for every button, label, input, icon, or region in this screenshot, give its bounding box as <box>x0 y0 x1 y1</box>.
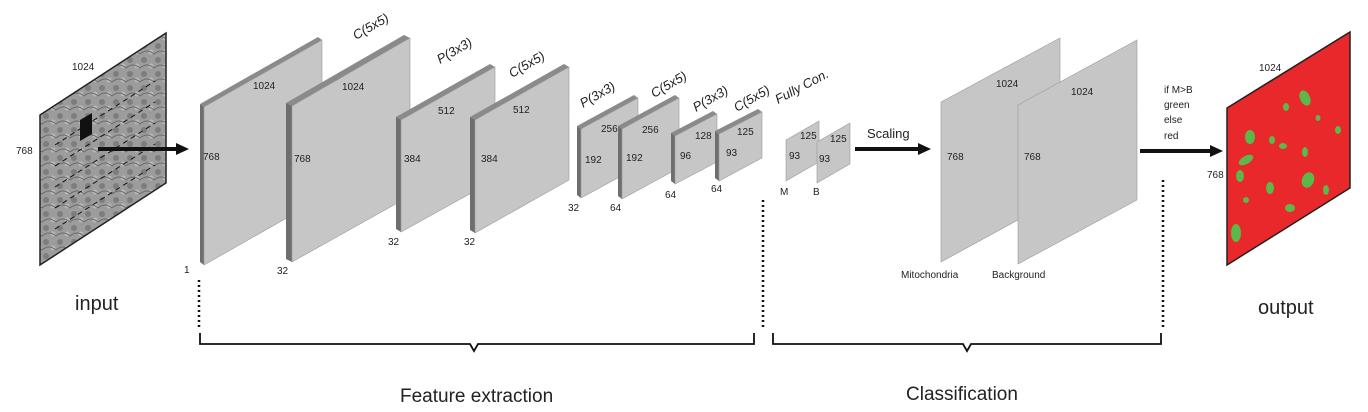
input-width-label: 1024 <box>72 62 95 73</box>
mitochondria-blobs <box>1231 90 1341 242</box>
output-label: output <box>1258 297 1314 319</box>
input-height-label: 768 <box>16 146 33 157</box>
fc-map-b <box>816 122 851 184</box>
layer-4-width: 512 <box>513 105 530 116</box>
layer-1-width: 1024 <box>253 81 276 92</box>
input-label: input <box>75 293 119 315</box>
feature-extraction-label: Feature extraction <box>400 386 553 407</box>
layer-8-width: 125 <box>737 127 754 138</box>
layer-7-depth: 64 <box>665 190 677 201</box>
layer-3-depth: 32 <box>388 237 400 248</box>
layer-5-depth: 32 <box>568 203 580 214</box>
layer-8-op: C(5x5) <box>731 82 772 114</box>
rule-line-3: else <box>1164 115 1183 126</box>
layer-6-op: C(5x5) <box>648 68 689 100</box>
fc-map-m-height: 93 <box>789 151 801 162</box>
layer-7-block <box>671 111 718 185</box>
layer-4-height: 384 <box>481 154 498 165</box>
scaling-label: Scaling <box>867 126 910 141</box>
feature-extraction-bracket <box>199 333 755 353</box>
layer-7-op: P(3x3) <box>690 82 731 114</box>
output-image <box>1226 30 1351 267</box>
layer-5-op: P(3x3) <box>577 78 618 110</box>
rule-line-1: if M>B <box>1164 85 1193 96</box>
layer-3-op: P(3x3) <box>434 34 475 66</box>
layer-1-depth: 1 <box>184 265 190 276</box>
layer-2-width: 1024 <box>342 82 365 93</box>
input-arrow <box>98 143 189 155</box>
layer-8-block <box>715 109 763 182</box>
layer-7-width: 128 <box>695 131 712 142</box>
fc-map-m-width: 125 <box>800 131 817 142</box>
layer-4-depth: 32 <box>464 237 476 248</box>
mitochondria-map-height: 768 <box>947 152 964 163</box>
layer-2-height: 768 <box>294 154 311 165</box>
fc-map-b-height: 93 <box>819 154 831 165</box>
layer-8-depth: 64 <box>711 184 723 195</box>
fc-map-m-label: M <box>780 187 788 198</box>
layer-6-depth: 64 <box>610 203 622 214</box>
background-map-width: 1024 <box>1071 87 1094 98</box>
layer-3-height: 384 <box>404 154 421 165</box>
layer-4-op: C(5x5) <box>506 48 547 80</box>
output-arrow <box>1140 145 1223 157</box>
rule-line-4: red <box>1164 131 1178 142</box>
layer-2-depth: 32 <box>277 266 289 277</box>
layer-6-width: 256 <box>642 125 659 136</box>
scan-lines <box>54 80 156 230</box>
scaling-arrow <box>855 143 931 155</box>
fully-connected-label: Fully Con. <box>772 66 831 107</box>
layer-7-height: 96 <box>680 151 692 162</box>
layer-8-height: 93 <box>726 148 738 159</box>
background-map <box>1017 39 1138 265</box>
dotted-guides <box>197 180 1165 330</box>
layer-4-block <box>470 64 570 234</box>
output-height-label: 768 <box>1207 170 1224 181</box>
layer-2-block <box>286 35 411 263</box>
classification-label: Classification <box>906 384 1018 405</box>
rule-line-2: green <box>1164 100 1190 111</box>
background-map-label: Background <box>992 270 1045 281</box>
fc-map-b-width: 125 <box>830 134 847 145</box>
fc-map-b-label: B <box>813 187 820 198</box>
classification-bracket <box>772 333 1162 353</box>
input-patch <box>80 113 92 141</box>
mitochondria-map-label: Mitochondria <box>901 270 959 281</box>
layer-2-op: C(5x5) <box>350 10 391 42</box>
mitochondria-map-width: 1024 <box>996 79 1019 90</box>
layer-5-height: 192 <box>585 155 602 166</box>
layer-6-height: 192 <box>626 153 643 164</box>
layer-3-width: 512 <box>438 106 455 117</box>
layer-1-height: 768 <box>203 152 220 163</box>
layer-5-width: 256 <box>601 124 618 135</box>
output-width-label: 1024 <box>1259 63 1282 74</box>
background-map-height: 768 <box>1024 152 1041 163</box>
